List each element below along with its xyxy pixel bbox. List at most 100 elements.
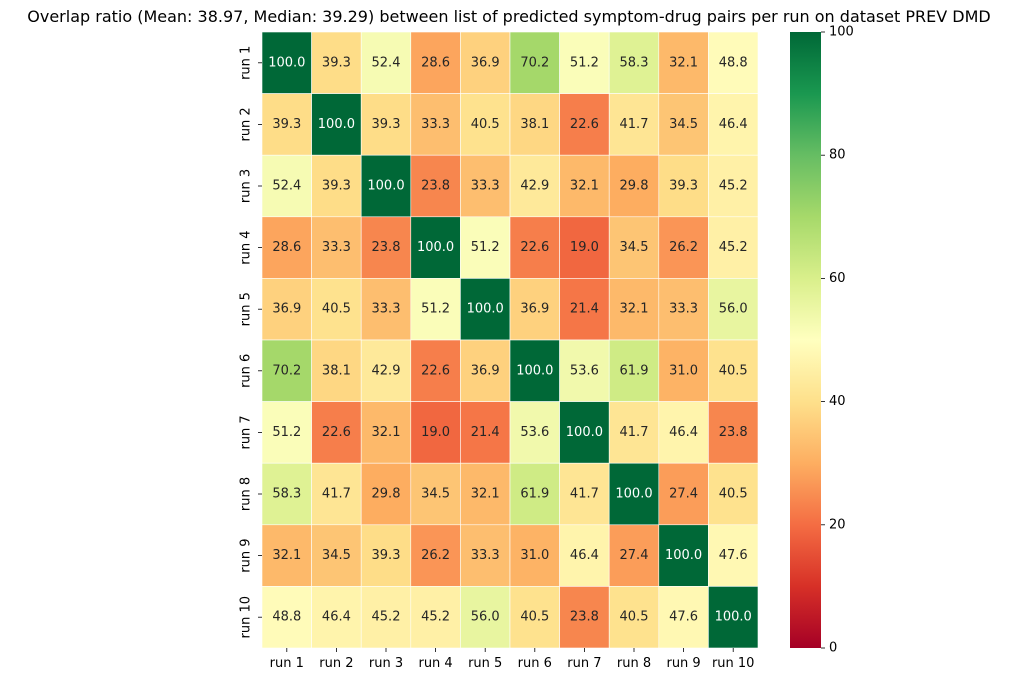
heatmap-cell [360, 524, 412, 587]
heatmap-cell [410, 93, 461, 156]
heatmap-cell [608, 401, 660, 464]
heatmap-cell [559, 524, 610, 587]
y-tick-label: run 4 [239, 230, 254, 264]
cell-value-label: 41.7 [570, 487, 599, 502]
cell-value-label: 33.3 [471, 179, 500, 194]
heatmap-cell [360, 462, 412, 526]
cell-value-label: 41.7 [322, 487, 351, 502]
cell-value-label: 40.5 [620, 610, 649, 625]
cell-value-label: 28.6 [421, 55, 450, 70]
cell-value-label: 51.2 [421, 302, 450, 317]
cell-value-label: 32.1 [272, 548, 301, 563]
cell-value-label: 33.3 [322, 240, 351, 255]
x-tick-label: run 6 [518, 656, 552, 671]
cell-value-label: 21.4 [471, 425, 500, 440]
heatmap-cell [311, 278, 362, 341]
cell-value-label: 52.4 [372, 55, 401, 70]
heatmap-cell [410, 31, 461, 94]
cell-value-label: 51.2 [272, 425, 301, 440]
heatmap-cell [608, 462, 660, 526]
cell-value-label: 70.2 [520, 55, 549, 70]
colorbar-tick-label: 40 [829, 394, 846, 409]
heatmap-cell [509, 278, 560, 341]
cell-value-label: 51.2 [570, 55, 599, 70]
y-tick-label: run 10 [239, 596, 254, 639]
cell-value-label: 45.2 [719, 179, 748, 194]
heatmap-cell [261, 339, 312, 402]
heatmap-cell [708, 586, 759, 649]
cell-value-label: 36.9 [471, 363, 500, 378]
cell-value-label: 23.8 [372, 240, 401, 255]
cell-value-label: 23.8 [719, 425, 748, 440]
cell-value-label: 48.8 [272, 610, 301, 625]
heatmap-cell [460, 586, 511, 649]
cell-value-label: 58.3 [272, 487, 301, 502]
cell-value-label: 34.5 [322, 548, 351, 563]
heatmap-cell [311, 462, 362, 526]
heatmap-cell [608, 154, 660, 218]
heatmap-cell [311, 586, 362, 649]
cell-value-label: 47.6 [669, 610, 698, 625]
y-tick-label: run 7 [239, 415, 254, 449]
heatmap-cell [658, 216, 709, 279]
heatmap-cell [608, 278, 660, 341]
heatmap-cell [658, 278, 709, 341]
cell-value-label: 34.5 [421, 487, 450, 502]
heatmap-cell [608, 31, 660, 94]
cell-value-label: 53.6 [520, 425, 549, 440]
x-tick-label: run 9 [666, 656, 700, 671]
y-tick-label: run 8 [239, 477, 254, 511]
cell-value-label: 46.4 [719, 117, 748, 132]
heatmap-cell [708, 401, 759, 464]
heatmap-cell [708, 216, 759, 279]
cell-value-label: 26.2 [669, 240, 698, 255]
colorbar-tick-label: 100 [829, 25, 854, 40]
heatmap-cell [410, 524, 461, 587]
heatmap-cell [658, 401, 709, 464]
cell-value-label: 33.3 [421, 117, 450, 132]
heatmap-cell [608, 586, 660, 649]
cell-value-label: 38.1 [520, 117, 549, 132]
heatmap-cell [460, 31, 511, 94]
x-tick-label: run 2 [319, 656, 353, 671]
heatmap-cell [509, 524, 560, 587]
cell-value-label: 42.9 [520, 179, 549, 194]
cell-value-label: 36.9 [471, 55, 500, 70]
x-tick-label: run 4 [418, 656, 452, 671]
heatmap-cell [608, 216, 660, 279]
cell-value-label: 45.2 [421, 610, 450, 625]
heatmap-cell [261, 401, 312, 464]
heatmap-cell [658, 93, 709, 156]
heatmap-cell [708, 154, 759, 218]
cell-value-label: 19.0 [421, 425, 450, 440]
heatmap-cell [460, 339, 511, 402]
cell-value-label: 22.6 [322, 425, 351, 440]
heatmap-cell [509, 31, 560, 94]
heatmap-cell [311, 31, 362, 94]
cell-value-label: 27.4 [669, 487, 698, 502]
cell-value-label: 34.5 [620, 240, 649, 255]
heatmap-cells: 100.0 39.3 52.4 28.6 36.9 70.2 51.2 58.3 32.1 48.… [261, 31, 759, 649]
cell-value-label: 31.0 [669, 363, 698, 378]
cell-value-label: 23.8 [570, 610, 599, 625]
heatmap-cell [360, 339, 412, 402]
y-tick-label: run 9 [239, 538, 254, 572]
cell-value-label: 21.4 [570, 302, 599, 317]
heatmap-cell [708, 93, 759, 156]
colorbar-tick-label: 80 [829, 148, 846, 163]
heatmap-cell [360, 278, 412, 341]
cell-value-label: 100.0 [615, 487, 652, 502]
cell-value-label: 100.0 [715, 610, 752, 625]
heatmap-cell [460, 154, 511, 218]
cell-value-label: 39.3 [322, 55, 351, 70]
colorbar: 0 20 40 60 80 100 [790, 25, 854, 656]
heatmap-cell [311, 154, 362, 218]
heatmap-cell [460, 462, 511, 526]
cell-value-label: 33.3 [372, 302, 401, 317]
colorbar-tick-label: 20 [829, 517, 846, 532]
cell-value-label: 45.2 [372, 610, 401, 625]
heatmap-cell [460, 278, 511, 341]
cell-value-label: 42.9 [372, 363, 401, 378]
y-tick-labels: run 1 run 2 run 3 run 4 run 5 run 6 run 7 run 8… [239, 46, 262, 639]
cell-value-label: 39.3 [372, 117, 401, 132]
